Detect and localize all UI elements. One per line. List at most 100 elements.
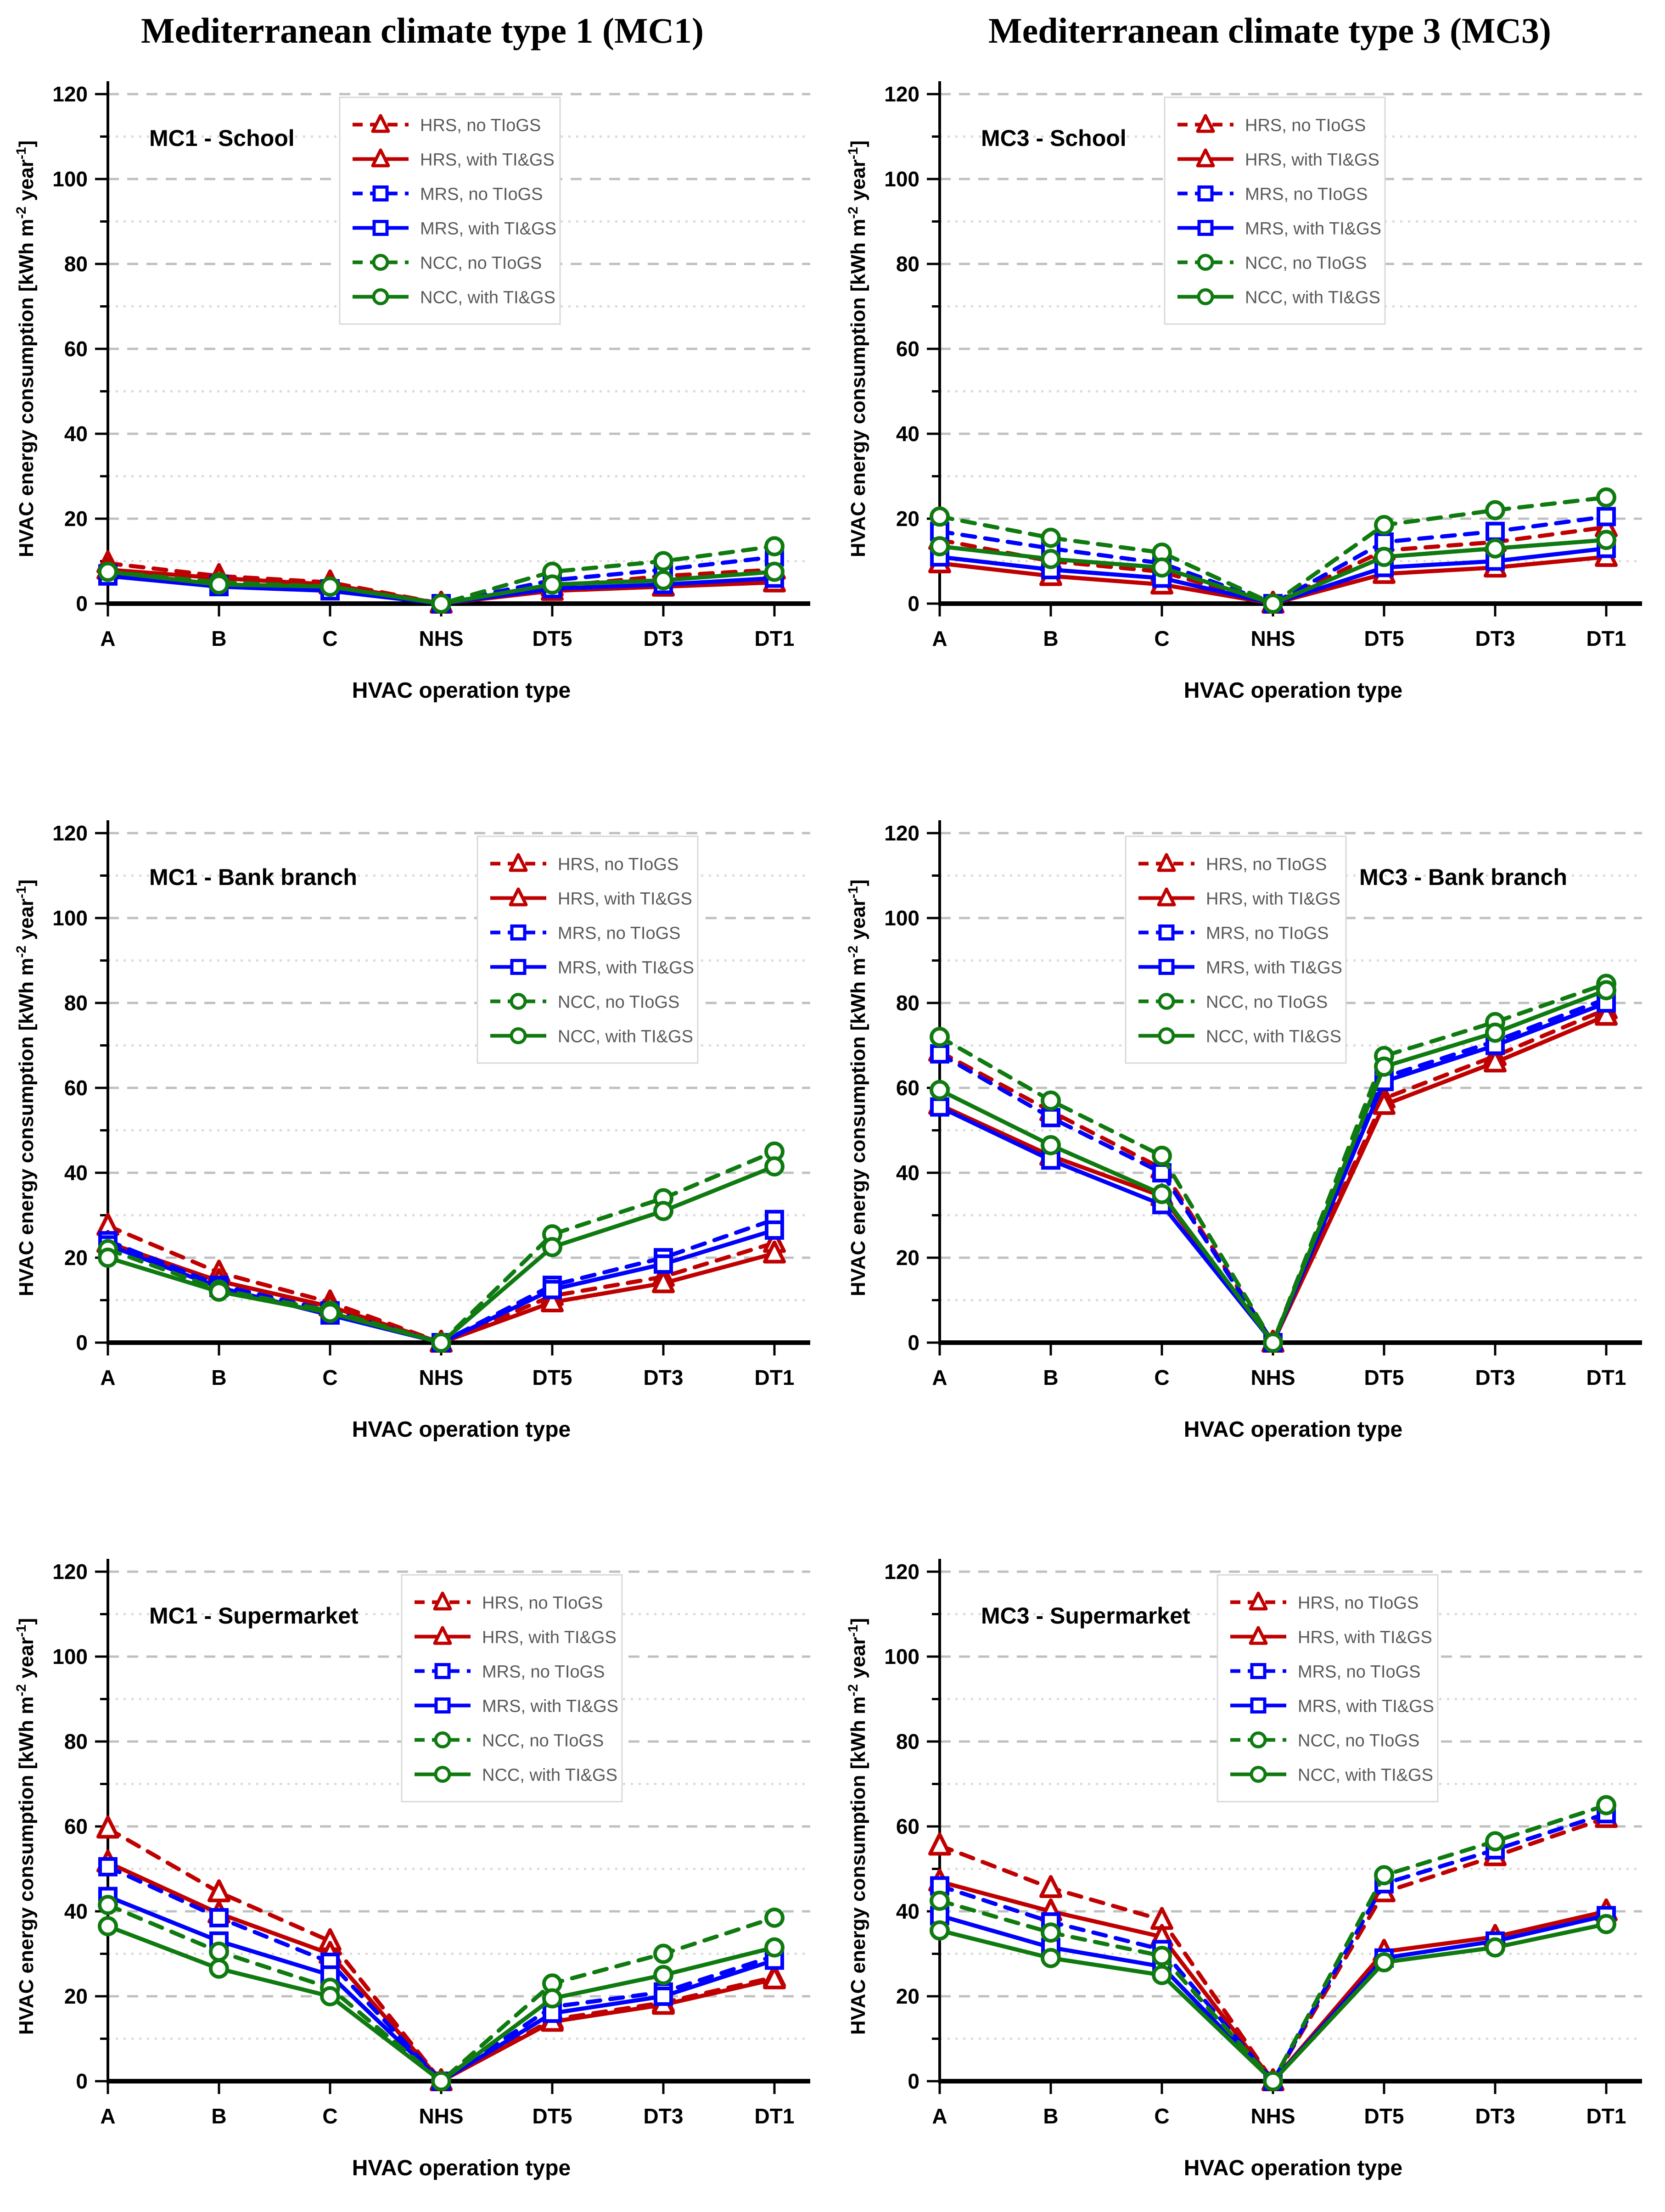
x-tick-label: DT5	[533, 1366, 572, 1389]
marker-square	[1197, 185, 1214, 202]
legend-label: HRS, no TIoGS	[1245, 116, 1366, 135]
marker-circle	[1374, 1865, 1394, 1886]
legend-label: MRS, no TIoGS	[1245, 185, 1368, 204]
x-tick-label: NHS	[419, 1366, 463, 1389]
x-tick-label: C	[322, 2104, 337, 2128]
chart-mc1-bank-branch: 0 20 40 60 80 100 120 A B C NHS DT5 DT3 DT1 HVAC opera…	[14, 820, 810, 1442]
marker-square	[372, 185, 389, 202]
x-tick-label: DT5	[1364, 2104, 1404, 2128]
legend-label: NCC, no TIoGS	[420, 254, 542, 273]
legend-box	[401, 1574, 623, 1803]
panel-mc1-supermarket: 0 20 40 60 80 100 120 A B C NHS DT5 DT3 DT1 HVAC opera…	[5, 1546, 835, 2212]
legend-row: MRS, no TIoGS	[1177, 185, 1368, 204]
legend-label: MRS, no TIoGS	[1298, 1663, 1421, 1682]
legend-row: HRS, no TIoGS	[490, 853, 678, 874]
marker-circle	[1250, 1766, 1267, 1783]
x-tick-label: DT3	[644, 1366, 684, 1389]
y-tick-label: 40	[896, 1161, 919, 1185]
marker-circle	[320, 1303, 340, 1323]
marker-triangle	[1249, 1591, 1268, 1611]
marker-circle	[434, 1766, 451, 1783]
marker-triangle	[1039, 1875, 1062, 1898]
legend-label: NCC, no TIoGS	[1245, 254, 1367, 273]
y-tick-label: 20	[64, 1246, 88, 1270]
marker-circle	[510, 1027, 527, 1044]
legend: HRS, no TIoGS HRS, with TI&GS MRS, no TIoG…	[401, 1574, 623, 1803]
legend-row: HRS, no TIoGS	[1177, 114, 1366, 135]
legend-row: MRS, no TIoGS	[353, 185, 543, 204]
y-tick-label: 120	[884, 1560, 919, 1584]
y-axis-title: HVAC energy consumption [kWh m-2 year-1]	[846, 1618, 869, 2035]
y-axis-title: HVAC energy consumption [kWh m-2 year-1]	[14, 1618, 38, 2035]
legend-box	[1217, 1574, 1439, 1803]
x-axis-title: HVAC operation type	[1184, 678, 1402, 703]
legend-row: MRS, with TI&GS	[1230, 1697, 1434, 1716]
legend-label: MRS, no TIoGS	[558, 924, 681, 943]
legend-box	[1164, 96, 1386, 325]
marker-circle	[1158, 1027, 1175, 1044]
marker-circle	[1041, 1090, 1061, 1111]
axes: 0 20 40 60 80 100 120 A B C NHS DT5 DT3 DT1	[884, 820, 1642, 1389]
series-circle-solid	[930, 1914, 1616, 2091]
y-tick-label: 80	[896, 1730, 919, 1753]
marker-circle	[1485, 1937, 1505, 1958]
marker-triangle	[1157, 887, 1176, 907]
y-tick-label: 40	[64, 422, 88, 446]
x-tick-label: B	[1043, 627, 1058, 650]
marker-circle	[1374, 1056, 1394, 1077]
marker-square	[1158, 924, 1175, 941]
x-tick-label: A	[932, 1366, 947, 1389]
x-tick-label: DT5	[1364, 1366, 1404, 1389]
marker-triangle	[928, 1832, 951, 1856]
marker-triangle	[207, 1879, 230, 1903]
marker-triangle	[433, 1591, 452, 1611]
x-tick-label: C	[322, 627, 337, 650]
y-tick-label: 80	[896, 991, 919, 1015]
series-triangle-dashed	[96, 1815, 786, 2091]
marker-circle	[930, 506, 950, 527]
marker-circle	[1158, 993, 1175, 1010]
panel-mc3-bank-branch: 0 20 40 60 80 100 120 A B C NHS DT5 DT3 DT1 HVAC opera…	[836, 808, 1665, 1473]
marker-circle	[1596, 487, 1616, 508]
legend-label: HRS, with TI&GS	[482, 1628, 617, 1647]
y-tick-label: 20	[64, 1984, 88, 2008]
marker-circle	[764, 561, 785, 582]
legend-row: HRS, with TI&GS	[353, 148, 555, 170]
y-tick-label: 120	[52, 821, 88, 845]
marker-triangle	[433, 1626, 452, 1645]
chart-mc3-supermarket: 0 20 40 60 80 100 120 A B C NHS DT5 DT3 DT1 HVAC opera…	[846, 1559, 1642, 2180]
legend-label: MRS, no TIoGS	[482, 1663, 605, 1682]
legend-label: MRS, with TI&GS	[1245, 219, 1381, 239]
legend-row: HRS, no TIoGS	[1230, 1591, 1418, 1613]
marker-square	[1197, 220, 1214, 236]
legend-row: NCC, no TIoGS	[1138, 993, 1328, 1012]
series-triangle-solid	[928, 1869, 1618, 2091]
y-tick-label: 100	[52, 906, 88, 930]
legend-label: MRS, with TI&GS	[558, 958, 694, 978]
series-line	[937, 1816, 1609, 2083]
chart-mc1-school: 0 20 40 60 80 100 120 A B C NHS DT5 DT3 DT1 HVAC opera…	[14, 81, 810, 703]
marker-circle	[653, 551, 673, 571]
x-axis-title: HVAC operation type	[352, 678, 571, 703]
x-tick-label: NHS	[419, 627, 463, 650]
y-tick-label: 100	[884, 906, 919, 930]
x-tick-label: DT1	[1587, 1366, 1626, 1389]
y-tick-label: 60	[896, 337, 919, 361]
marker-circle	[653, 570, 673, 591]
chart-mc3-bank-branch: 0 20 40 60 80 100 120 A B C NHS DT5 DT3 DT1 HVAC opera…	[846, 820, 1642, 1442]
marker-circle	[1152, 1946, 1172, 1966]
marker-circle	[930, 1920, 950, 1941]
marker-square	[1041, 1108, 1060, 1127]
legend-row: NCC, with TI&GS	[1138, 1027, 1341, 1047]
marker-circle	[930, 1080, 950, 1100]
x-tick-label: B	[211, 2104, 226, 2128]
marker-circle	[1485, 1831, 1505, 1852]
x-tick-label: A	[100, 627, 115, 650]
series-circle-solid	[98, 1156, 785, 1353]
marker-square	[1486, 521, 1505, 541]
series-circle-solid	[98, 1916, 785, 2091]
marker-circle	[1197, 254, 1214, 271]
legend: HRS, no TIoGS HRS, with TI&GS MRS, no TIoG…	[1125, 835, 1347, 1064]
marker-circle	[764, 536, 785, 557]
marker-circle	[431, 2071, 451, 2091]
